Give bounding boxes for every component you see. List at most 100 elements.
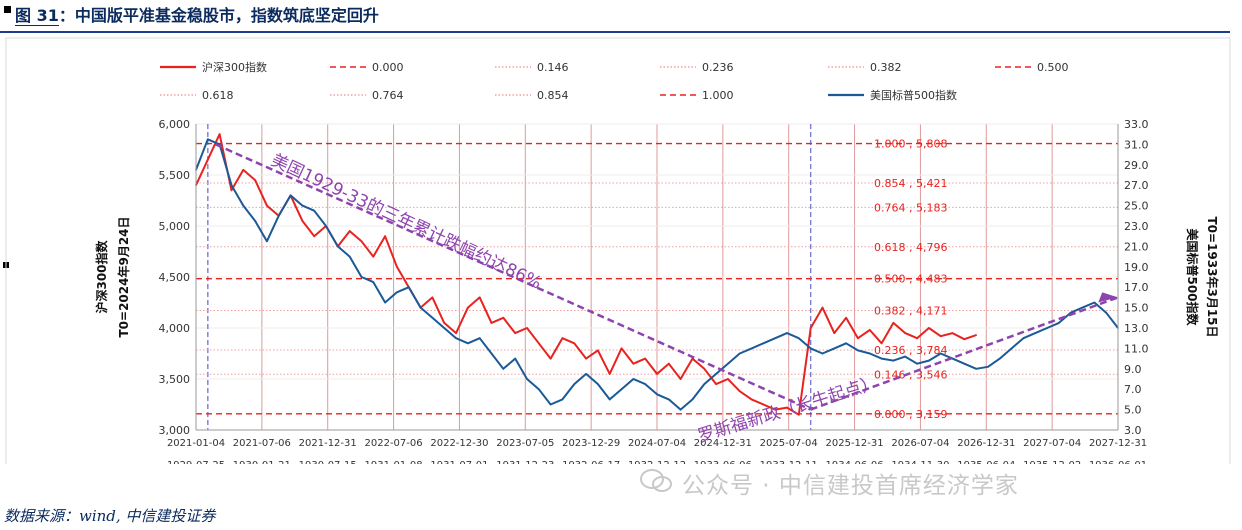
left-axis-subtitle: T0=2024年9月24日 [116, 216, 131, 337]
series-point [632, 378, 635, 380]
series-point [727, 362, 729, 365]
series [195, 133, 1119, 416]
series-point [242, 204, 245, 207]
series-point [632, 362, 635, 365]
x-top-tick-label: 2025-12-31 [826, 438, 884, 449]
series-point [845, 317, 847, 319]
series-point [857, 337, 859, 340]
series-point [301, 220, 304, 222]
series-point [585, 373, 587, 375]
series-point [360, 240, 363, 243]
series-point [408, 286, 410, 288]
series-point [679, 408, 682, 411]
figure-title-text: ：中国版平准基金稳股市，指数筑底坚定回升 [58, 6, 379, 25]
left-axis-title: 沪深300指数 [94, 239, 109, 313]
series-point [608, 398, 611, 401]
series-point [514, 357, 516, 360]
series-point [963, 362, 966, 365]
series-point [549, 403, 552, 406]
series-point [975, 368, 977, 370]
fib-label: 1.000 , 5,808 [874, 138, 947, 151]
series-point [975, 334, 977, 336]
series-point [443, 327, 446, 329]
x-top-tick-label: 2023-12-29 [562, 438, 620, 449]
series-point [502, 317, 505, 319]
series-point [809, 347, 812, 350]
series-point [939, 352, 942, 355]
legend-label: 1.000 [702, 89, 734, 102]
series-point [561, 398, 564, 401]
series-point [869, 329, 871, 331]
figure-header: 图 31：中国版平准基金稳股市，指数筑底坚定回升 [0, 0, 1242, 30]
annotations: 美国1929-33的三年累计跌幅约达86%罗斯福新政（长牛起点） [215, 143, 1119, 447]
series-point [786, 332, 788, 334]
figure-label: 图 31 [15, 6, 59, 26]
series-point [348, 230, 351, 232]
right-tick-label: 33.0 [1124, 118, 1149, 131]
x-bottom-tick-label: 1931-01-08 [365, 460, 423, 464]
series-point [490, 352, 493, 355]
x-bottom-tick-label: 1933-06-06 [694, 460, 752, 464]
series-point [798, 337, 800, 340]
series-point [266, 240, 268, 243]
x-bottom-tick-label: 1929-07-25 [167, 460, 225, 464]
legend-label: 0.000 [372, 61, 404, 74]
series-point [254, 220, 256, 222]
x-top-tick-label: 2025-07-04 [760, 438, 818, 449]
wechat-icon [640, 469, 672, 492]
series-point [928, 327, 930, 329]
legend-label: 0.382 [870, 61, 902, 74]
series-point [987, 366, 989, 368]
series-point [348, 255, 351, 258]
x-bottom-tick-label: 1930-01-21 [233, 460, 291, 464]
x-bottom-tick-label: 1932-06-17 [562, 460, 620, 464]
x-bottom-tick-label: 1933-12-11 [760, 460, 818, 464]
series-point [526, 378, 528, 380]
series-point [360, 276, 363, 278]
series-point [478, 337, 481, 340]
chart-frame [5, 37, 1231, 464]
series-point [597, 349, 599, 352]
series-point [266, 204, 268, 207]
axes: 6,000 5,500 5,000 4,500 4,000 3,500 3,000 33.0 3… [94, 118, 1220, 464]
left-tick-label: 4,000 [159, 322, 191, 335]
figure-bullet [4, 6, 11, 13]
x-top-tick-label: 2024-12-31 [694, 438, 752, 449]
series-point [999, 357, 1001, 360]
series-point [904, 355, 906, 358]
fib-levels: 1.000 , 5,808 0.854 , 5,421 0.764 , 5,183 0… [196, 138, 1118, 421]
series-point [880, 357, 883, 360]
right-tick-label: 7.0 [1124, 383, 1142, 396]
series-point [679, 378, 682, 380]
series-point [218, 133, 221, 135]
series-point [585, 357, 587, 360]
series-point [951, 332, 954, 334]
series-point [490, 322, 493, 324]
series-point [786, 406, 788, 409]
series-point [892, 359, 895, 362]
right-tick-label: 25.0 [1124, 200, 1149, 213]
figure-title: 图 31：中国版平准基金稳股市，指数筑底坚定回升 [15, 2, 379, 26]
right-tick-label: 21.0 [1124, 240, 1149, 253]
series-point [656, 373, 658, 375]
left-tick-label: 4,500 [159, 271, 191, 284]
fib-label: 0.854 , 5,421 [874, 177, 947, 190]
left-tick-label: 3,500 [159, 373, 191, 386]
series-point [325, 225, 327, 227]
series-point [289, 194, 292, 197]
series-point [951, 357, 954, 360]
left-tick-label: 5,500 [159, 169, 191, 182]
series-point [384, 235, 386, 237]
series-point [467, 306, 469, 309]
x-bottom-tick-label: 1935-06-04 [957, 460, 1015, 464]
x-top-tick-label: 2021-12-31 [299, 438, 357, 449]
fib-label: 0.500 , 4,483 [874, 273, 947, 286]
x-top-tick-label: 2021-01-04 [167, 438, 225, 449]
decline-annotation: 美国1929-33的三年累计跌幅约达86% [268, 150, 545, 293]
fib-label: 0.382 , 4,171 [874, 305, 947, 318]
x-top-tick-label: 2027-12-31 [1089, 438, 1147, 449]
legend-label: 0.500 [1037, 61, 1069, 74]
series-point [478, 296, 481, 299]
x-bottom-tick-label: 1931-07-01 [430, 460, 488, 464]
series-point [372, 255, 375, 258]
